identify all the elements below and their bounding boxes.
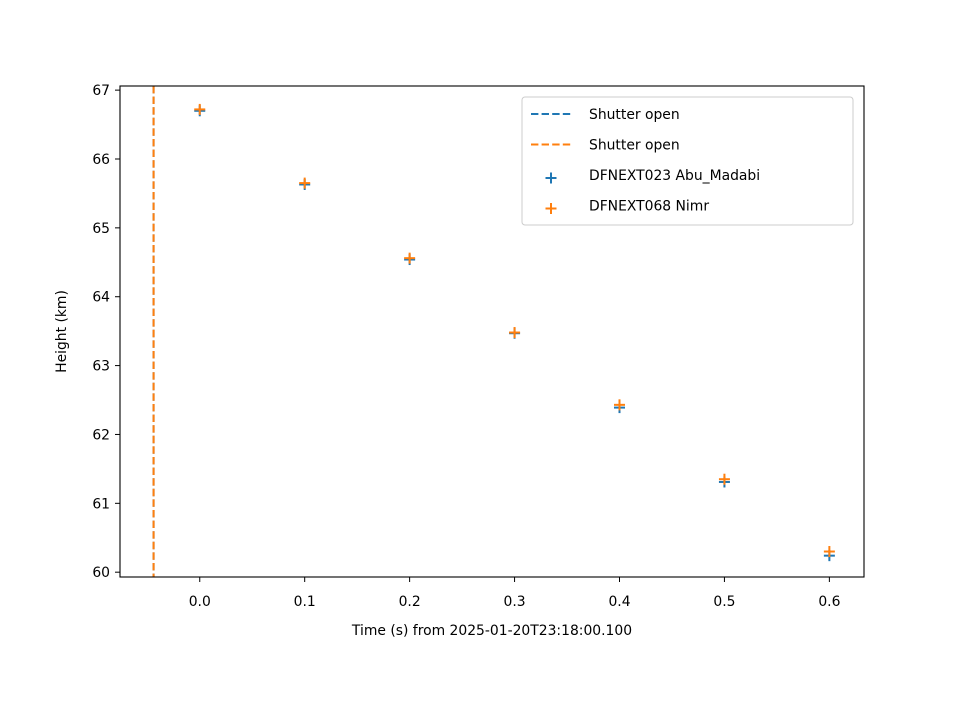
data-markers — [194, 103, 835, 562]
data-point — [718, 473, 730, 485]
y-tick-label: 67 — [92, 83, 110, 99]
data-point — [823, 546, 835, 558]
x-tick-label: 0.2 — [399, 594, 421, 610]
data-point — [404, 252, 416, 264]
legend-item: DFNEXT068 Nimr — [545, 199, 709, 215]
y-tick-label: 62 — [92, 427, 110, 443]
legend-box — [521, 96, 854, 226]
axes-frame — [119, 85, 865, 578]
data-point — [299, 177, 311, 189]
y-tick-label: 60 — [92, 565, 110, 581]
x-axis-ticks: 0.0 0.1 0.2 0.3 0.4 0.5 0.6 — [189, 577, 840, 610]
data-point — [509, 327, 521, 339]
x-tick-label: 0.4 — [608, 594, 630, 610]
legend-plus-swatch — [545, 172, 557, 184]
legend-item: DFNEXT023 Abu_Madabi — [545, 168, 760, 184]
x-axis-label: Time (s) from 2025-01-20T23:18:00.100 — [351, 623, 632, 639]
y-axis-ticks: 60 61 62 63 64 65 66 67 — [92, 83, 120, 581]
legend-label: DFNEXT023 Abu_Madabi — [589, 168, 760, 184]
legend: Shutter open Shutter open DFNEXT023 Abu_Ma… — [521, 96, 854, 226]
legend-item: Shutter open — [531, 138, 680, 154]
y-tick-label: 64 — [92, 290, 110, 306]
legend-plus-swatch — [545, 203, 557, 214]
legend-label: Shutter open — [589, 138, 680, 154]
data-point — [613, 399, 625, 411]
x-tick-label: 0.1 — [294, 594, 316, 610]
legend-label: DFNEXT068 Nimr — [589, 199, 709, 215]
y-tick-label: 61 — [92, 496, 110, 512]
x-tick-label: 0.5 — [713, 594, 735, 610]
x-tick-label: 0.0 — [189, 594, 211, 610]
y-tick-label: 63 — [92, 359, 110, 375]
legend-item: Shutter open — [531, 107, 680, 123]
y-tick-label: 66 — [92, 152, 110, 168]
x-tick-label: 0.3 — [504, 594, 526, 610]
x-tick-label: 0.6 — [818, 594, 840, 610]
y-axis-label: Height (km) — [54, 290, 70, 373]
data-point — [194, 103, 206, 115]
legend-label: Shutter open — [589, 107, 680, 123]
y-tick-label: 65 — [92, 221, 110, 237]
